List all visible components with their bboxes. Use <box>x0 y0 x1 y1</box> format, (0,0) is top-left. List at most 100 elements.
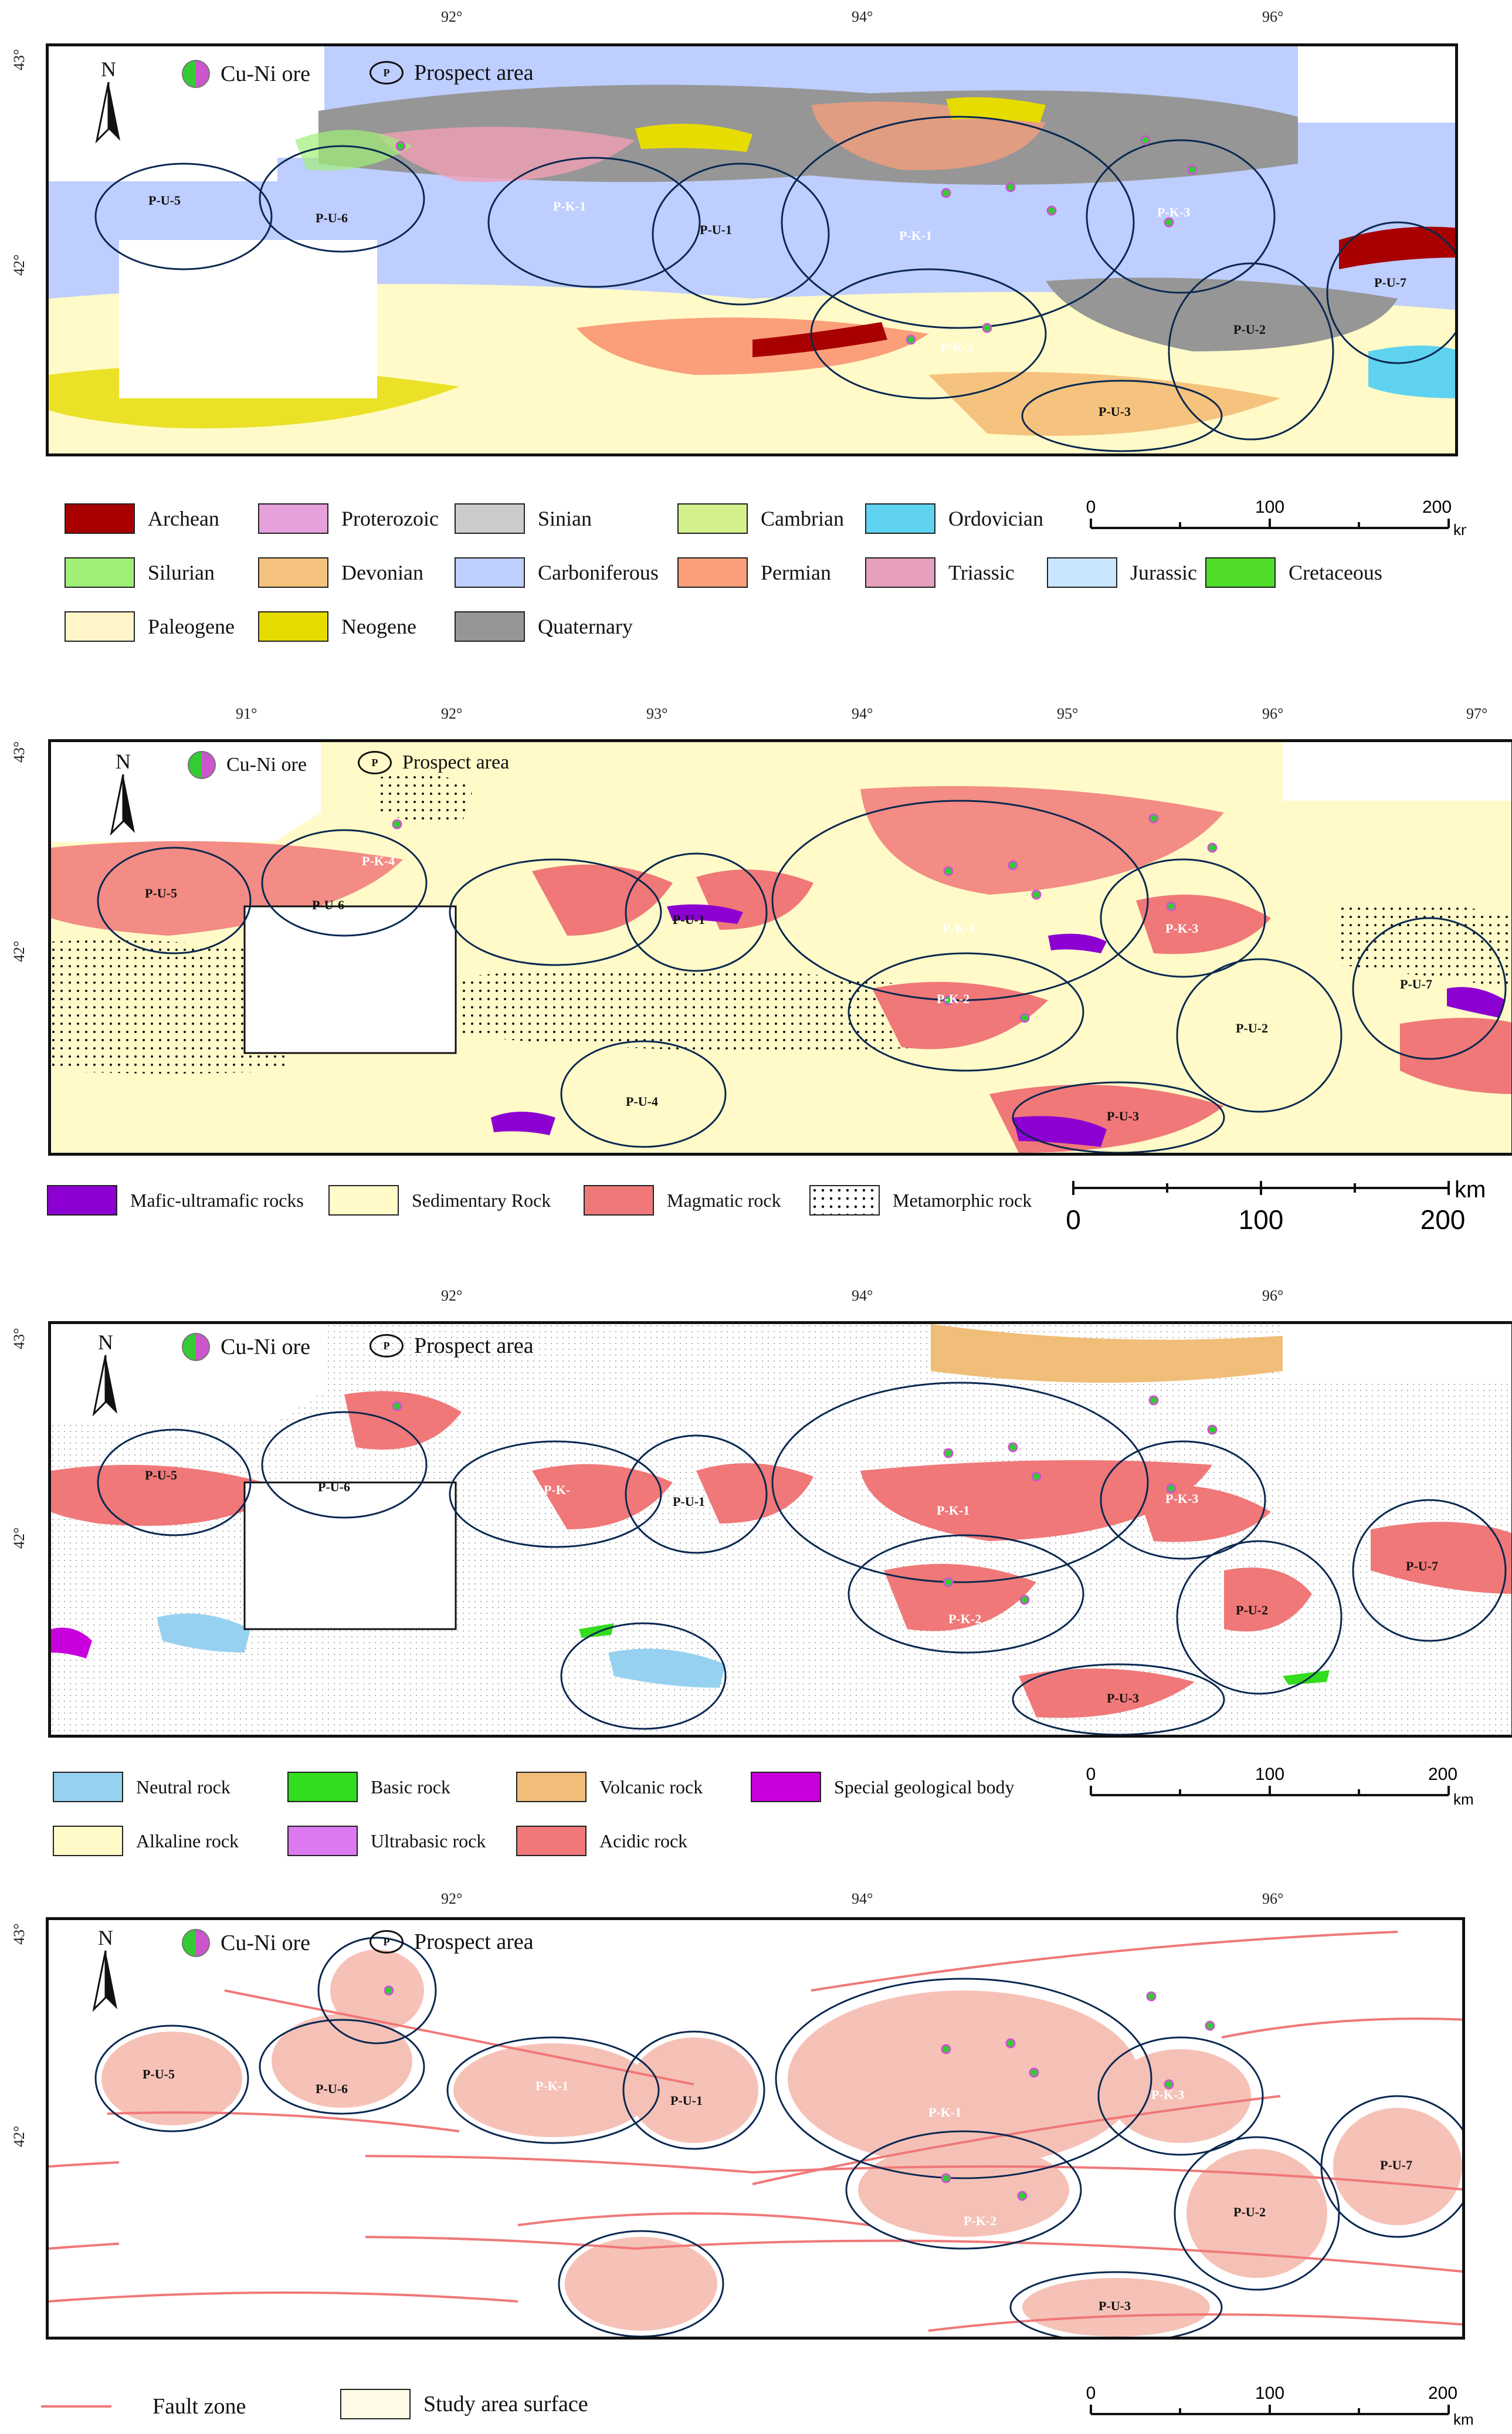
swatch <box>751 1772 821 1802</box>
legend-label: Cretaceous <box>1289 561 1382 584</box>
legend-item: Cambrian <box>677 503 844 534</box>
panel-fault-zone: 92° 94° 96° 43° 42° <box>0 1889 1512 2434</box>
legend-item: Carboniferous <box>455 557 659 588</box>
prospect-label: P-U-2 <box>1233 322 1266 337</box>
legend-item: Acidic rock <box>516 1826 687 1856</box>
prospect-label: P-U-2 <box>1236 1603 1268 1617</box>
lon-label: 92° <box>441 705 463 722</box>
swatch <box>65 611 135 642</box>
north-arrow-icon: N <box>110 751 135 836</box>
scale-value: 100 <box>1255 497 1284 517</box>
legend-label: Alkaline rock <box>136 1830 239 1851</box>
geology-map <box>49 46 1455 453</box>
lat-label: 42° <box>11 1527 28 1549</box>
legend-label: Ordovician <box>948 507 1043 530</box>
prospect-label: P-K-1 <box>899 228 933 243</box>
legend-label: Sinian <box>538 507 592 530</box>
lon-label: 94° <box>852 705 873 722</box>
lon-label: 96° <box>1262 8 1284 25</box>
lon-label: 91° <box>236 705 257 722</box>
prospect-label: P-U-1 <box>673 912 705 927</box>
ore-label: Cu-Ni ore <box>221 1931 311 1955</box>
legend-label: Neogene <box>341 615 416 638</box>
legend-item: Quaternary <box>455 611 633 642</box>
prospect-legend: P Prospect area <box>369 1929 534 1955</box>
swatch <box>258 557 328 588</box>
lon-label: 94° <box>852 8 873 25</box>
prospect-label: P-U-6 <box>312 898 344 912</box>
swatch <box>340 2389 411 2419</box>
legend-label: Cambrian <box>761 507 844 530</box>
north-letter: N <box>101 59 116 81</box>
legend-item: Triassic <box>865 557 1015 588</box>
legend-label: Mafic-ultramafic rocks <box>130 1189 304 1211</box>
lat-label: 43° <box>11 741 28 763</box>
swatch <box>516 1772 587 1802</box>
lon-label: 96° <box>1262 705 1284 722</box>
legend-item: Fault zone <box>41 2394 246 2419</box>
lat-label: 42° <box>11 2125 28 2147</box>
scale-bar: 0 100 200 km <box>1086 497 1466 539</box>
lon-label: 94° <box>852 1890 873 1907</box>
swatch <box>65 557 135 588</box>
lon-label: 96° <box>1262 1890 1284 1907</box>
prospect-label: P-U-3 <box>1099 404 1131 419</box>
scale-value: 100 <box>1255 2384 1284 2403</box>
legend-item: Study area surface <box>340 2389 588 2419</box>
prospect-label: P-K-3 <box>1165 921 1199 936</box>
prospect-label: P-K-1 <box>553 199 587 214</box>
swatch <box>287 1826 358 1856</box>
prospect-label: P-K-2 <box>964 2213 997 2228</box>
legend-item: Paleogene <box>65 611 235 642</box>
ore-label: Cu-Ni ore <box>221 1335 311 1359</box>
legend-item: Ultrabasic rock <box>287 1826 486 1856</box>
prospect-icon: P <box>358 751 392 774</box>
legend-item: Ordovician <box>865 503 1043 534</box>
swatch <box>258 611 328 642</box>
north-letter: N <box>116 751 131 773</box>
prospect-label: P-U-5 <box>148 193 181 208</box>
lat-label: 43° <box>11 1328 28 1349</box>
prospect-label: P-K-2 <box>937 991 970 1006</box>
north-arrow-icon: N <box>95 59 120 144</box>
cu-ni-ore-icon <box>182 1929 210 1957</box>
prospect-label: P-U-3 <box>1107 1109 1139 1123</box>
legend-item: Metamorphic rock <box>809 1185 1032 1216</box>
legend-item: Basic rock <box>287 1772 450 1802</box>
swatch <box>865 503 935 534</box>
prospect-label: P-K-1 <box>937 1503 970 1518</box>
cu-ni-ore-icon <box>182 60 210 88</box>
legend-label: Special geological body <box>834 1776 1015 1797</box>
swatch <box>47 1185 117 1216</box>
legend-label: Volcanic rock <box>599 1776 703 1797</box>
prospect-label: P-U-7 <box>1374 275 1406 290</box>
swatch <box>328 1185 399 1216</box>
legend-item: Neutral rock <box>53 1772 230 1802</box>
scale-unit: km <box>1455 1177 1486 1203</box>
prospect-label: P-U-6 <box>318 1480 350 1494</box>
scale-value: 200 <box>1428 2384 1457 2403</box>
ore-legend: Cu-Ni ore <box>182 60 310 88</box>
rock-type-map <box>51 742 1511 1153</box>
lon-label: 96° <box>1262 1287 1284 1304</box>
legend-item: Jurassic <box>1047 557 1197 588</box>
prospect-label: P-U-3 <box>1107 1691 1139 1705</box>
scale-value: 0 <box>1086 497 1096 517</box>
lat-label: 42° <box>11 940 28 962</box>
prospect-label: P-U-7 <box>1400 977 1432 991</box>
lat-label: 43° <box>11 1923 28 1945</box>
prospect-label: P-K-1 <box>928 2105 962 2120</box>
magmatic-map <box>51 1324 1511 1735</box>
legend-label: Devonian <box>341 561 423 584</box>
prospect-label: P-U-3 <box>1099 2298 1131 2313</box>
ore-legend: Cu-Ni ore <box>182 1333 310 1361</box>
swatch <box>455 557 525 588</box>
prospect-label: P-K- <box>544 1482 571 1497</box>
lon-label: 92° <box>441 8 463 25</box>
prospect-label: P-U-7 <box>1380 2158 1412 2172</box>
legend-label: Permian <box>761 561 831 584</box>
swatch <box>809 1185 880 1216</box>
ore-label: Cu-Ni ore <box>221 62 311 86</box>
legend-label: Quaternary <box>538 615 633 638</box>
swatch <box>53 1826 123 1856</box>
